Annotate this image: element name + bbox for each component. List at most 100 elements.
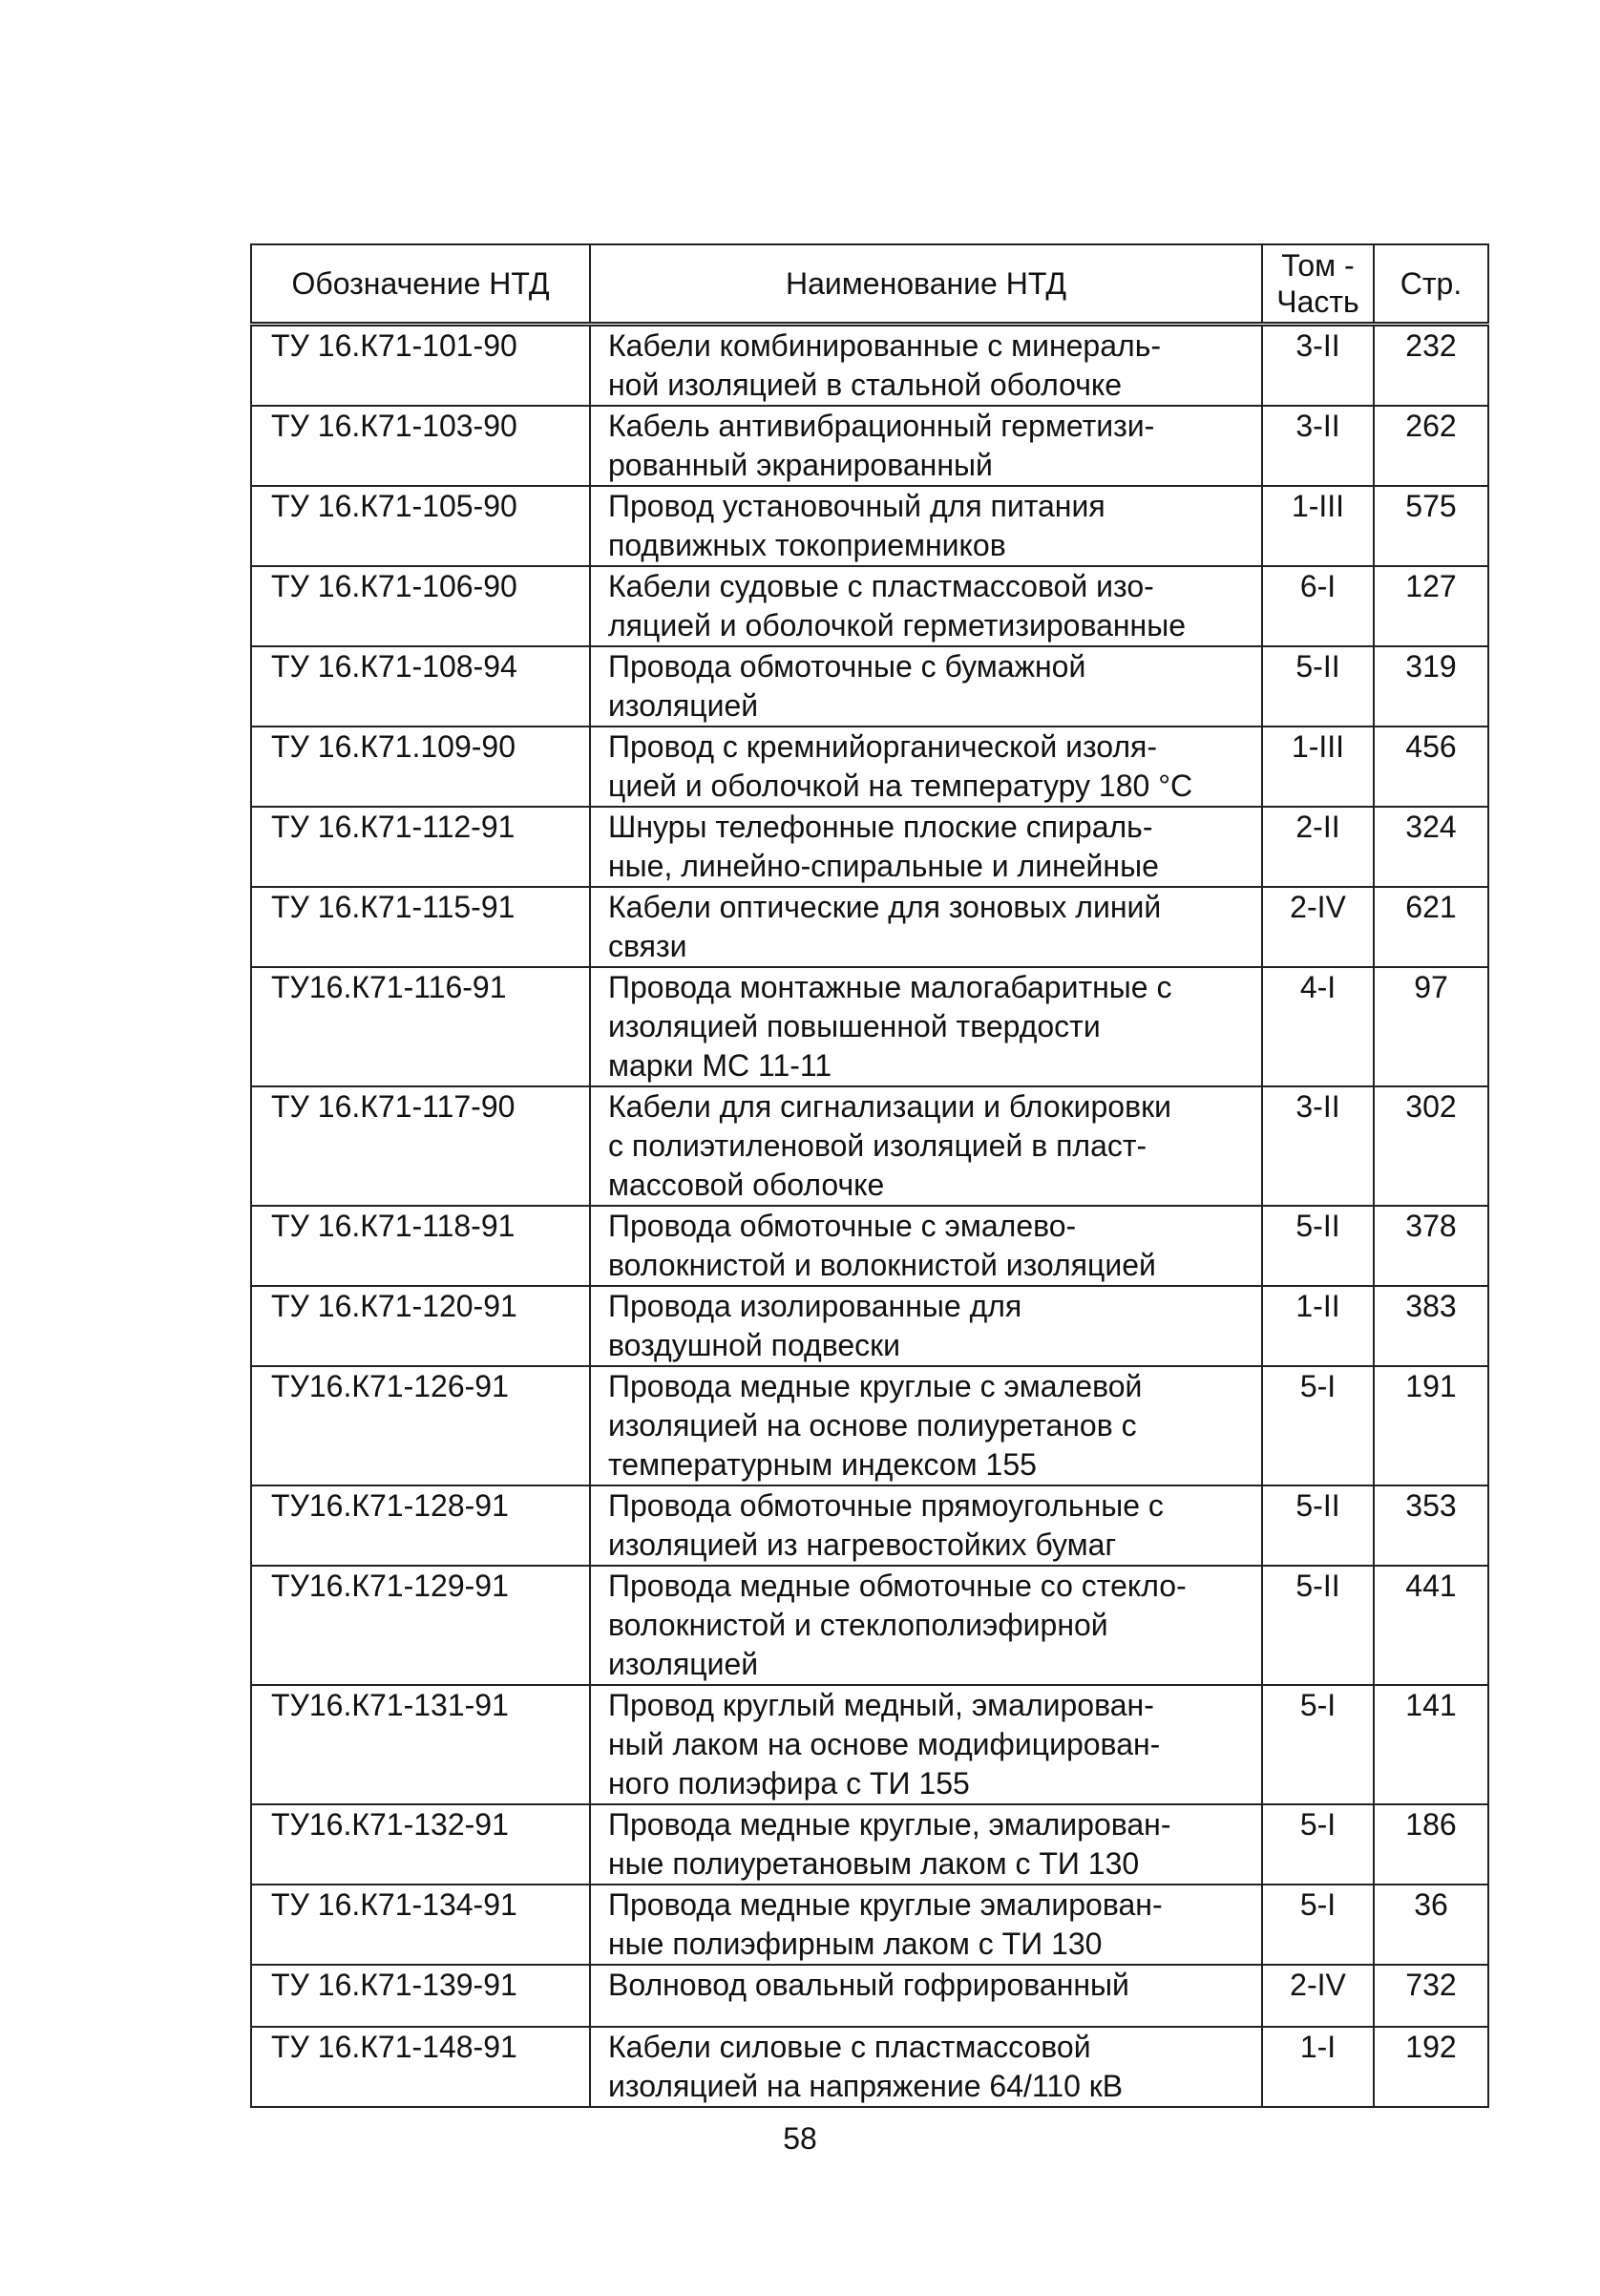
cell-name-line: Провода изолированные для — [608, 1289, 1022, 1323]
cell-page: 186 — [1373, 1803, 1489, 1885]
cell-name-line: Провода обмоточные прямоугольные с — [608, 1488, 1164, 1523]
cell-page: 456 — [1373, 726, 1489, 808]
cell-name: Провода обмоточные с бумажной изоляцией — [589, 645, 1263, 727]
cell-name-line: изоляцией на напряжение 64/110 кВ — [608, 2069, 1124, 2103]
cell-volume: 5-II — [1261, 645, 1375, 727]
cell-name: Провода медные круглые с эмалевой изоляци… — [589, 1365, 1263, 1486]
cell-name: Кабели комбинированные с минераль-ной из… — [589, 323, 1263, 407]
cell-name-line: Кабели комбинированные с минераль- — [608, 328, 1162, 363]
cell-page: 378 — [1373, 1205, 1489, 1287]
cell-page: 575 — [1373, 485, 1489, 567]
cell-code: ТУ 16.К71-118-91 — [250, 1205, 591, 1287]
cell-name: Провода медные круглые эмалирован-ные по… — [589, 1884, 1263, 1966]
cell-page: 192 — [1373, 2026, 1489, 2108]
cell-name: Провод установочный для питания подвижных… — [589, 485, 1263, 567]
cell-volume: 5-I — [1261, 1803, 1375, 1885]
cell-name-line: ный лаком на основе модифицирован- — [608, 1727, 1161, 1761]
cell-volume: 6-I — [1261, 565, 1375, 647]
cell-volume: 5-II — [1261, 1485, 1375, 1567]
cell-name-line: изоляцией — [608, 688, 759, 723]
table-row: ТУ16.К71-132-91 Провода медные круглые, э… — [250, 1803, 1489, 1885]
cell-name-line: с полиэтиленовой изоляцией в пласт- — [608, 1128, 1147, 1163]
table-row: ТУ 16.К71-120-91 Провода изолированные дл… — [250, 1285, 1489, 1367]
page-number: 58 — [783, 2121, 817, 2156]
cell-volume: 2-IV — [1261, 886, 1375, 968]
cell-page: 353 — [1373, 1485, 1489, 1567]
table-row: ТУ 16.К71-106-90 Кабели судовые с пластма… — [250, 565, 1489, 647]
cell-name: Кабели оптические для зоновых линий связи — [589, 886, 1263, 968]
cell-name: Кабели судовые с пластмассовой изо-ляцие… — [589, 565, 1263, 647]
cell-name-line: волокнистой и волокнистой изоляцией — [608, 1248, 1156, 1282]
cell-name-line: Провода медные обмоточные со стекло- — [608, 1569, 1187, 1603]
table-row: ТУ 16.К71-118-91 Провода обмоточные с эма… — [250, 1205, 1489, 1287]
cell-name: Провод круглый медный, эмалирован-ный ла… — [589, 1684, 1263, 1805]
cell-name-line: волокнистой и стеклополиэфирной — [608, 1608, 1108, 1642]
cell-volume: 5-I — [1261, 1884, 1375, 1966]
cell-name-line: Кабели для сигнализации и блокировки — [608, 1089, 1171, 1124]
cell-volume: 2-II — [1261, 806, 1375, 888]
table-row: ТУ16.К71-116-91 Провода монтажные малогаб… — [250, 966, 1489, 1087]
cell-volume: 2-IV — [1261, 1964, 1375, 2028]
cell-code: ТУ16.К71-128-91 — [250, 1485, 591, 1567]
table-header-row: Обозначение НТД Наименование НТД Том - Ч… — [250, 243, 1489, 326]
cell-page: 324 — [1373, 806, 1489, 888]
cell-code: ТУ 16.К71-112-91 — [250, 806, 591, 888]
cell-volume: 3-II — [1261, 323, 1375, 407]
header-volume-line: Часть — [1276, 284, 1359, 319]
table-row: ТУ16.К71-129-91 Провода медные обмоточные… — [250, 1565, 1489, 1686]
cell-name: Провода изолированные для воздушной подве… — [589, 1285, 1263, 1367]
cell-name-line: цией и оболочкой на температуру 180 °С — [608, 769, 1193, 803]
cell-name: Провода медные круглые, эмалирован-ные п… — [589, 1803, 1263, 1885]
cell-name-line: ные, линейно-спиральные и линейные — [608, 849, 1159, 883]
cell-name-line: Провод с кремнийорганической изоля- — [608, 729, 1158, 764]
cell-code: ТУ 16.К71-139-91 — [250, 1964, 591, 2028]
cell-code: ТУ16.К71-129-91 — [250, 1565, 591, 1686]
cell-name-line: температурным индексом 155 — [608, 1447, 1037, 1482]
cell-code: ТУ 16.К71-101-90 — [250, 323, 591, 407]
cell-name: Провода обмоточные с эмалево-волокнистой… — [589, 1205, 1263, 1287]
cell-name-line: Провода медные круглые с эмалевой — [608, 1369, 1143, 1403]
cell-code: ТУ16.К71-126-91 — [250, 1365, 591, 1486]
table-row: ТУ16.К71-131-91 Провод круглый медный, эм… — [250, 1684, 1489, 1805]
header-name: Наименование НТД — [589, 243, 1263, 326]
cell-code: ТУ 16.К71-108-94 — [250, 645, 591, 727]
table-row: ТУ 16.К71-108-94 Провода обмоточные с бум… — [250, 645, 1489, 727]
cell-name-line: Шнуры телефонные плоские спираль- — [608, 810, 1153, 844]
cell-volume: 1-III — [1261, 726, 1375, 808]
table-row: ТУ16.К71-128-91 Провода обмоточные прямоу… — [250, 1485, 1489, 1567]
cell-volume: 5-II — [1261, 1205, 1375, 1287]
table-row: ТУ 16.К71-112-91 Шнуры телефонные плоские… — [250, 806, 1489, 888]
cell-page: 732 — [1373, 1964, 1489, 2028]
table-row: ТУ 16.К71-101-90 Кабели комбинированные с… — [250, 323, 1489, 407]
cell-name-line: изоляцией из нагревостойких бумаг — [608, 1527, 1117, 1562]
cell-name-line: изоляцией — [608, 1647, 759, 1681]
cell-page: 97 — [1373, 966, 1489, 1087]
header-code: Обозначение НТД — [250, 243, 591, 326]
cell-name-line: Провода обмоточные с бумажной — [608, 649, 1086, 684]
table-row: ТУ 16.К71-139-91 Волновод овальный гофрир… — [250, 1964, 1489, 2028]
cell-page: 36 — [1373, 1884, 1489, 1966]
cell-volume: 5-I — [1261, 1365, 1375, 1486]
table-row: ТУ 16.К71-105-90 Провод установочный для … — [250, 485, 1489, 567]
cell-name: Провода монтажные малогабаритные с изоляц… — [589, 966, 1263, 1087]
cell-page: 621 — [1373, 886, 1489, 968]
cell-name-line: Провод установочный для питания — [608, 489, 1105, 523]
cell-page: 441 — [1373, 1565, 1489, 1686]
cell-volume: 3-II — [1261, 1085, 1375, 1207]
cell-page: 141 — [1373, 1684, 1489, 1805]
cell-name-line: ного полиэфира с ТИ 155 — [608, 1766, 970, 1801]
cell-name: Провода обмоточные прямоугольные с изоляц… — [589, 1485, 1263, 1567]
cell-name: Шнуры телефонные плоские спираль-ные, ли… — [589, 806, 1263, 888]
cell-name-line: воздушной подвески — [608, 1328, 901, 1362]
header-volume: Том - Часть — [1261, 243, 1375, 326]
cell-name-line: Провода обмоточные с эмалево- — [608, 1209, 1077, 1243]
header-volume-line: Том - — [1281, 248, 1355, 283]
cell-code: ТУ 16.К71-120-91 — [250, 1285, 591, 1367]
cell-name-line: Кабель антивибрационный герметизи- — [608, 409, 1155, 443]
cell-page: 262 — [1373, 405, 1489, 487]
cell-volume: 3-II — [1261, 405, 1375, 487]
cell-code: ТУ16.К71-132-91 — [250, 1803, 591, 1885]
cell-name-line: Провода монтажные малогабаритные с — [608, 970, 1172, 1004]
cell-volume: 4-I — [1261, 966, 1375, 1087]
cell-name-line: Провод круглый медный, эмалирован- — [608, 1688, 1154, 1722]
